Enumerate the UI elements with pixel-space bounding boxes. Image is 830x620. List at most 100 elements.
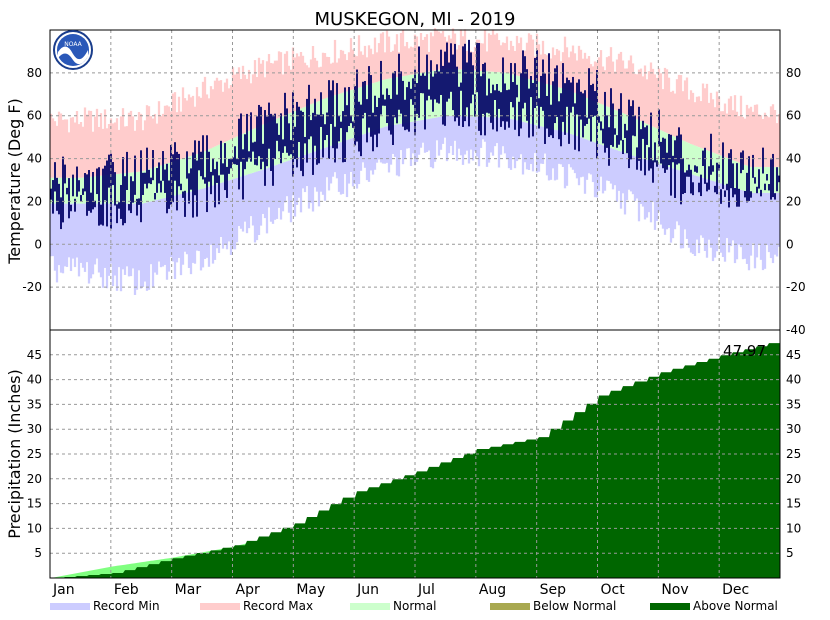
observed-daily-bar [252, 142, 254, 152]
record-min-bar [659, 164, 663, 225]
record-max-bar [275, 60, 279, 119]
record-range-series [49, 28, 781, 295]
record-max-bar [97, 126, 101, 176]
record-max-bar [143, 120, 147, 171]
record-max-bar [87, 110, 91, 178]
record-min-bar [441, 116, 445, 144]
x-tick-label: Nov [661, 582, 688, 598]
observed-daily-bar [660, 141, 662, 164]
observed-daily-bar [770, 159, 772, 200]
normal-range-bar [631, 117, 635, 156]
observed-daily-bar [262, 143, 264, 162]
record-max-bar [127, 112, 131, 173]
record-min-bar [623, 152, 627, 215]
observed-daily-bar [458, 86, 460, 126]
precip-y-tick-label-right: 5 [786, 546, 794, 560]
observed-daily-bar [700, 174, 702, 197]
record-min-bar [593, 142, 597, 198]
observed-daily-bar [406, 87, 408, 130]
record-max-bar [537, 44, 541, 82]
record-max-bar [575, 60, 579, 94]
record-max-bar [721, 111, 725, 157]
observed-daily-bar [534, 58, 536, 109]
observed-daily-bar [148, 169, 150, 184]
record-min-bar [503, 117, 507, 154]
observed-daily-bar [152, 150, 154, 181]
record-max-bar [73, 122, 77, 178]
record-max-bar [685, 77, 689, 143]
record-min-bar [711, 180, 715, 262]
precip-y-tick-label-right: 10 [786, 521, 801, 535]
record-min-bar [207, 186, 211, 267]
observed-daily-bar [706, 182, 708, 192]
normal-range-bar [143, 170, 147, 203]
observed-daily-bar [202, 135, 204, 180]
normal-range-bar [741, 164, 745, 191]
record-max-bar [557, 50, 561, 88]
observed-daily-bar [352, 121, 354, 128]
observed-daily-bar [582, 93, 584, 138]
observed-daily-bar [758, 169, 760, 189]
legend: Record Min Record Max Normal Below Normal Ab… [50, 599, 778, 613]
record-max-bar [159, 116, 163, 166]
record-max-bar [577, 45, 581, 95]
record-min-bar [541, 126, 545, 164]
record-min-bar [497, 117, 501, 168]
normal-range-bar [303, 106, 307, 155]
observed-daily-bar [466, 62, 468, 108]
record-max-bar [745, 104, 749, 166]
normal-range-bar [633, 118, 637, 157]
record-min-bar [735, 188, 739, 260]
record-min-bar [519, 121, 523, 155]
observed-daily-bar [248, 151, 250, 158]
record-min-bar [469, 116, 473, 150]
record-max-bar [427, 52, 431, 72]
record-min-bar [161, 198, 165, 267]
record-min-bar [279, 163, 283, 220]
record-min-bar [553, 129, 557, 181]
observed-daily-bar [216, 161, 218, 183]
temp-y-tick-label-left: -20 [22, 280, 42, 294]
record-max-bar [425, 34, 429, 72]
record-max-bar [341, 50, 345, 93]
record-max-bar [457, 45, 461, 70]
record-max-bar [639, 68, 643, 122]
record-max-bar [211, 89, 215, 148]
observed-daily-bar [698, 182, 700, 193]
record-max-bar [163, 105, 167, 165]
normal-range-bar [323, 98, 327, 148]
observed-daily-bar [622, 139, 624, 155]
precip-y-tick-label-right: 15 [786, 497, 801, 511]
record-min-bar [143, 202, 147, 282]
normal-range-bar [235, 136, 239, 178]
record-max-bar [739, 95, 743, 164]
record-max-bar [719, 111, 723, 156]
record-max-bar [771, 104, 775, 168]
precip-y-tick-label-left: 20 [27, 472, 42, 486]
record-max-bar [691, 92, 695, 145]
record-max-bar [217, 80, 221, 145]
normal-range-bar [705, 150, 709, 180]
observed-daily-bar [294, 126, 296, 160]
observed-daily-bar [176, 151, 178, 211]
record-max-bar [767, 117, 771, 168]
observed-daily-bar [726, 183, 728, 191]
normal-range-bar [149, 168, 153, 202]
observed-daily-bar [682, 158, 684, 195]
noaa-logo: NOAA [53, 30, 93, 70]
record-min-bar [137, 203, 141, 271]
record-max-bar [755, 104, 759, 168]
record-min-bar [705, 179, 709, 258]
record-max-bar [79, 121, 83, 178]
record-max-bar [757, 114, 761, 168]
observed-daily-bar [724, 190, 726, 197]
observed-daily-bar [134, 155, 136, 195]
observed-daily-bar [602, 128, 604, 144]
normal-range-bar [733, 161, 737, 188]
observed-daily-bar [424, 75, 426, 130]
record-max-bar [271, 63, 275, 121]
observed-daily-bar [694, 165, 696, 172]
observed-daily-bar [140, 150, 142, 223]
observed-daily-bar [184, 190, 186, 217]
record-min-bar [653, 162, 657, 230]
